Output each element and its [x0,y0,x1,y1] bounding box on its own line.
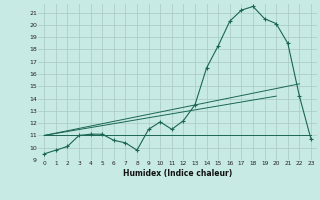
X-axis label: Humidex (Indice chaleur): Humidex (Indice chaleur) [123,169,232,178]
